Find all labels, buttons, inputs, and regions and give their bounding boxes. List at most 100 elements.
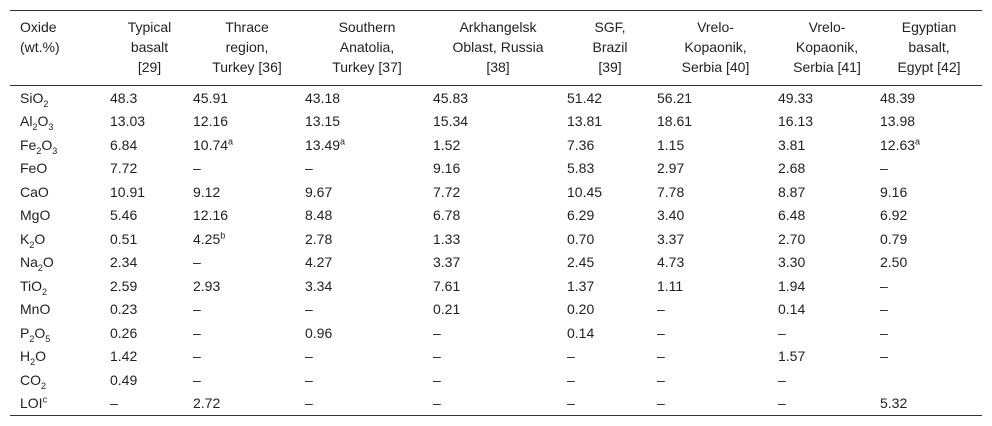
column-header: Thrace region, Turkey [36] [193,10,305,86]
cell-value: – [433,371,441,388]
oxide-name: LOIc [10,391,110,416]
cell-value: – [110,391,193,416]
cell-value: 45.83 [433,89,469,106]
table-row: LOIc –2.72– – – – –5.32 [10,391,982,416]
cell-value: – [193,348,201,365]
cell-value: 2.78 [305,230,333,247]
oxide-name: SiO2 [20,89,49,109]
column-header: Typical basalt [29] [110,10,193,86]
cell-value: 0.79 [880,230,908,247]
cell-value: – [567,371,575,388]
cell-value: 9.16 [880,183,908,200]
cell-value: – [657,324,665,341]
footnote-mark: c [42,394,48,405]
cell-value: 4.25b [193,227,305,251]
oxide-name: K2O [20,230,46,250]
oxide-name: H2O [20,348,47,368]
cell-value: 12.16 [193,207,229,224]
cell-value: – [433,324,441,341]
oxide-name: Al2O3 [20,113,54,133]
cell-value: 2.50 [880,254,908,271]
cell-value: 3.34 [305,277,333,294]
footnote-mark: b [220,230,226,241]
cell-value: 2.34 [110,254,138,271]
cell-value: – [657,371,665,388]
cell-value: – [657,348,665,365]
cell-value: 1.11 [657,277,684,294]
table-row: Fe2O3 6.84 10.74a 13.49a 1.52 7.36 1.15 3.81 12.… [10,133,982,157]
oxide-name: TiO2 [20,277,48,297]
cell-value: 0.49 [110,371,138,388]
table-row: P2O5 0.26 – 0.96 – 0.14 – – – [10,321,982,345]
cell-value: 49.33 [778,89,814,106]
cell-value: 13.81 [567,113,603,130]
table-body: SiO2 48.3 45.91 43.18 45.83 51.42 56.21 49.33 48… [10,86,982,416]
cell-value: 2.59 [110,277,138,294]
cell-value: 0.26 [110,324,138,341]
cell-value: – [433,348,441,365]
cell-value: 48.39 [880,89,916,106]
cell-value: 5.32 [880,391,982,416]
cell-value: 0.21 [433,301,461,318]
cell-value: 7.61 [433,277,461,294]
column-header: Southern Anatolia, Turkey [37] [305,10,433,86]
cell-value: – [433,391,567,416]
cell-value: 1.94 [778,277,806,294]
cell-value: – [880,301,888,318]
cell-value: 2.45 [567,254,595,271]
cell-text: 4.25 [193,230,221,247]
cell-value: 0.96 [305,324,333,341]
cell-value: 8.87 [778,183,806,200]
cell-value: – [305,348,313,365]
cell-value: 13.49a [305,133,433,157]
column-header: Arkhangelsk Oblast, Russia [38] [433,10,567,86]
cell-value: 9.16 [433,160,461,177]
empty-cell [880,368,982,392]
cell-value: 56.21 [657,89,693,106]
cell-value: 16.13 [778,113,814,130]
cell-value: 1.52 [433,136,461,153]
table-row: CaO 10.91 9.12 9.67 7.72 10.45 7.78 8.87 9.16 [10,180,982,204]
cell-value: 6.48 [778,207,806,224]
cell-value: 43.18 [305,89,341,106]
cell-value: – [567,348,575,365]
oxide-table: Oxide (wt.%) Typical basalt [29] Thrace re… [10,10,982,416]
cell-value: 12.16 [193,113,229,130]
cell-value: 0.70 [567,230,595,247]
cell-value: – [193,301,201,318]
cell-value: 13.15 [305,113,341,130]
cell-value: 7.72 [433,183,461,200]
column-header: Egyptian basalt, Egypt [42] [880,10,982,86]
cell-value: 10.45 [567,183,603,200]
footnote-mark: a [340,136,346,147]
cell-value: – [305,391,433,416]
cell-value: – [880,277,888,294]
cell-value: – [193,324,201,341]
cell-value: 13.98 [880,113,916,130]
cell-value: – [193,254,201,271]
cell-value: – [193,371,201,388]
oxide-name: MnO [20,301,51,318]
cell-text: 10.74 [193,136,229,153]
cell-value: 2.97 [657,160,685,177]
footnote-mark: a [915,136,921,147]
cell-value: 10.91 [110,183,146,200]
table-row: TiO2 2.59 2.93 3.34 7.61 1.37 1.11 1.94 – [10,274,982,298]
cell-value: – [880,324,888,341]
cell-text: 12.63 [880,136,916,153]
cell-value: 0.14 [778,301,806,318]
cell-value: 3.81 [778,136,806,153]
cell-value: 3.37 [433,254,461,271]
oxide-name: Na2O [20,254,54,274]
table-row: K2O 0.51 4.25b 2.78 1.33 0.70 3.37 2.70 0.79 [10,227,982,251]
cell-value: – [657,391,778,416]
cell-value: – [778,371,786,388]
cell-value: 6.78 [433,207,461,224]
cell-value: 6.92 [880,207,908,224]
cell-value: 45.91 [193,89,229,106]
cell-value: – [305,371,313,388]
cell-value: – [778,391,880,416]
oxide-name: CO2 [20,371,47,391]
cell-value: – [880,160,888,177]
cell-value: – [567,391,657,416]
